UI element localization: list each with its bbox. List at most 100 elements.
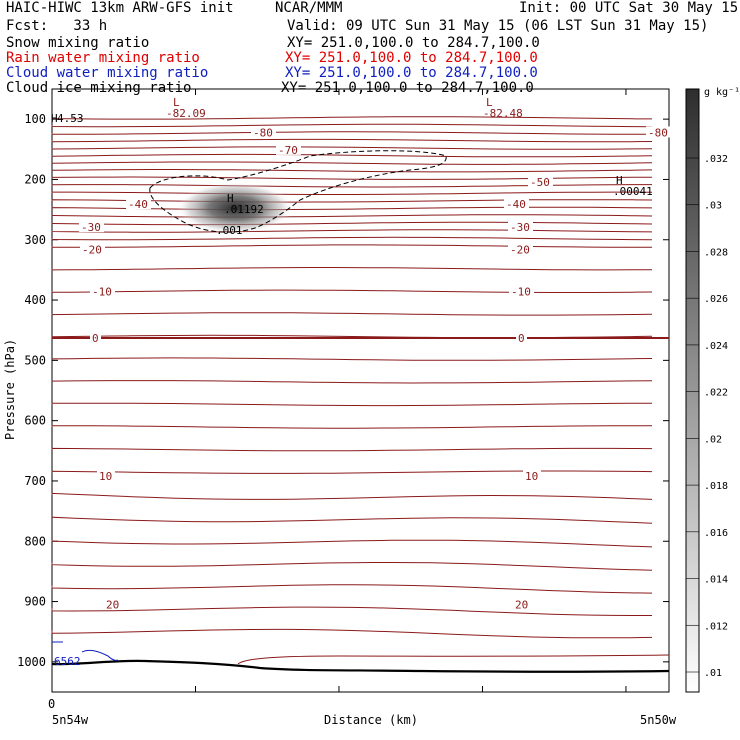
- contour-label: -80: [648, 126, 668, 139]
- contour-line: [51, 584, 653, 594]
- contour-line: [51, 470, 653, 474]
- y-tick-label: 200: [24, 172, 46, 186]
- contour-line: [51, 312, 653, 316]
- contour-label-bg: [80, 243, 105, 255]
- x-axis-label: Distance (km): [324, 713, 418, 727]
- colorbar-tick-label: .01: [704, 668, 722, 679]
- contour-label-bg: [509, 285, 534, 297]
- field-name-cloud-water: Cloud water mixing ratio: [6, 65, 209, 81]
- institution-label: NCAR/MMM: [275, 0, 343, 16]
- cloud-water-value: 6562: [54, 655, 81, 668]
- contour-label: -80: [253, 126, 273, 139]
- contour-label: -10: [511, 286, 531, 299]
- high-value-snow: .01192: [224, 203, 264, 216]
- high-value-left: 4.53: [57, 112, 84, 125]
- field-xy-cloud-water: XY= 251.0,100.0 to 284.7,100.0: [285, 65, 538, 81]
- colorbar-tick-label: .014: [704, 575, 728, 586]
- contour-line: [51, 176, 653, 180]
- contour-label-bg: [90, 332, 101, 344]
- contour-line: [51, 402, 653, 407]
- contour-line: [51, 229, 653, 233]
- contour-label: 10: [99, 470, 112, 483]
- contour-label-bg: [97, 470, 115, 482]
- low-label-left: L: [173, 96, 180, 109]
- contour-label: -50: [530, 176, 550, 189]
- contour-line: [51, 221, 653, 226]
- contour-label-bg: [528, 175, 553, 187]
- snow-maximum-shading: [177, 182, 293, 234]
- contour-label: -20: [82, 243, 102, 256]
- contour-line: [51, 116, 653, 120]
- contour-line: [51, 131, 652, 135]
- contour-line: [51, 357, 653, 361]
- colorbar-tick-label: .024: [704, 341, 728, 352]
- contour-line: [51, 244, 652, 248]
- low-value-left: -82.09: [166, 107, 206, 120]
- contour-line: [51, 214, 653, 218]
- contour-line: [51, 153, 653, 158]
- contour-line: [51, 492, 653, 500]
- x-start-label: 0: [48, 697, 55, 711]
- colorbar-tick-label: .032: [704, 154, 728, 165]
- colorbar-tick-label: .03: [704, 201, 722, 212]
- high-value-right: .00041: [613, 185, 653, 198]
- contour-line: [51, 539, 653, 548]
- y-tick-label: 500: [24, 353, 46, 367]
- contour-label-bg: [126, 198, 151, 210]
- contour-label-bg: [508, 243, 533, 255]
- contour-line: [51, 447, 653, 452]
- contour-label: -10: [92, 286, 112, 299]
- x-right-label: 5n50w: [640, 713, 677, 727]
- contour-line: [51, 516, 653, 524]
- contour-line: [51, 138, 653, 143]
- contour-line: [51, 236, 653, 241]
- y-tick-label: 400: [24, 293, 46, 307]
- y-tick-label: 800: [24, 534, 46, 548]
- colorbar-unit: g kg⁻¹: [704, 87, 740, 98]
- high-label-left: H: [51, 112, 58, 125]
- cloud-water-contour: [52, 641, 119, 661]
- contour-label-bg: [646, 126, 671, 138]
- y-tick-label: 900: [24, 595, 46, 609]
- contour-label: -40: [128, 198, 148, 211]
- contour-line: [51, 169, 653, 173]
- y-tick-label: 100: [24, 112, 46, 126]
- contour-label-bg: [508, 221, 533, 233]
- colorbar-tick-label: .012: [704, 621, 728, 632]
- y-axis-label: Pressure (hPa): [3, 339, 17, 440]
- contour-label: 10: [525, 470, 538, 483]
- contour-label-bg: [504, 198, 529, 210]
- contour-label-bg: [523, 470, 541, 482]
- contour-line: [51, 380, 653, 384]
- colorbar-tick-label: .022: [704, 388, 728, 399]
- contour-label-bg: [79, 221, 104, 233]
- colorbar-tick-label: .02: [704, 434, 722, 445]
- contour-line: [51, 184, 652, 188]
- contour-line: [51, 425, 652, 429]
- contour-label-bg: [251, 126, 276, 138]
- contour-line: [51, 123, 653, 128]
- colorbar-tick-label: .028: [704, 247, 728, 258]
- low-value-right: -82.48: [483, 107, 523, 120]
- field-name-cloud-ice: Cloud ice mixing ratio: [6, 80, 192, 96]
- colorbar-ticks: .01 .012 .014 .016 .018 .02 .022 .024 .026 .028 .0…: [686, 154, 728, 679]
- contour-label: 0: [518, 332, 525, 345]
- colorbar: [685, 88, 700, 693]
- contour-label: -30: [510, 221, 530, 234]
- y-tick-label: 600: [24, 414, 46, 428]
- contour-label-001: .001: [216, 224, 243, 237]
- cloud-ice-contour-001: [149, 150, 447, 233]
- contour-line: [51, 191, 653, 195]
- ground-surface: [51, 659, 670, 673]
- contour-line: [51, 267, 653, 271]
- contour-label: 20: [515, 599, 528, 612]
- contour-line: [51, 628, 653, 639]
- freezing-level-line: [51, 337, 670, 340]
- field-name-snow: Snow mixing ratio: [6, 35, 150, 51]
- contour-label: -20: [510, 243, 530, 256]
- x-left-label: 5n54w: [52, 713, 89, 727]
- contour-label: -70: [278, 144, 298, 157]
- colorbar-tick-label: .016: [704, 528, 728, 539]
